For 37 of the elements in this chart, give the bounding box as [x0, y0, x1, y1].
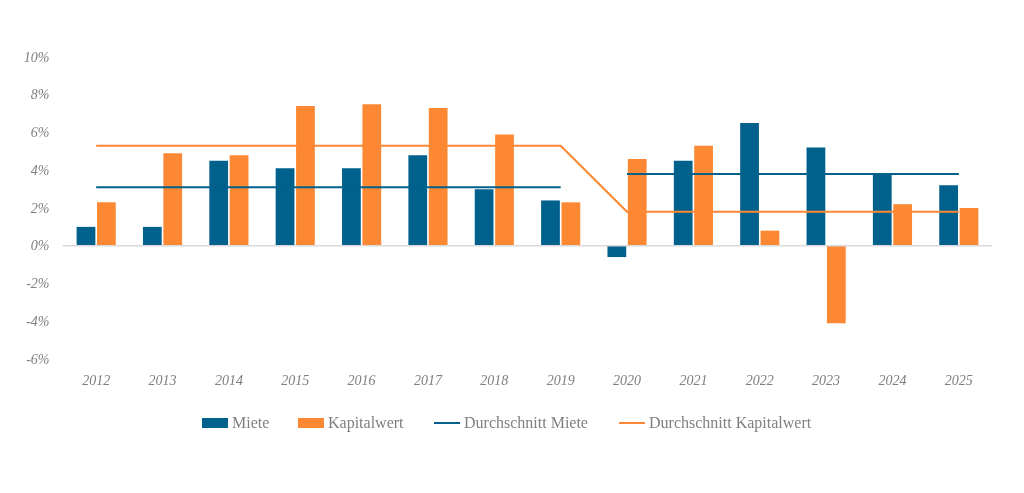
y-tick-label: 0%	[30, 238, 50, 254]
bar	[561, 202, 581, 246]
bar	[939, 185, 959, 246]
y-tick-label: 10%	[23, 49, 50, 65]
x-tick-label: 2014	[214, 372, 243, 388]
y-tick-label: -4%	[26, 313, 50, 329]
legend-label: Durchschnitt Kapitalwert	[649, 414, 812, 432]
x-tick-label: 2024	[878, 372, 907, 388]
x-tick-label: 2025	[944, 372, 973, 388]
y-tick-label: 4%	[30, 162, 50, 178]
bar	[607, 245, 627, 258]
x-tick-label: 2015	[281, 372, 310, 388]
y-tick-label: 6%	[30, 125, 50, 140]
x-tick-label: 2018	[480, 372, 509, 388]
x-tick-label: 2022	[745, 372, 774, 388]
x-tick-label: 2013	[148, 372, 177, 388]
bar	[142, 226, 162, 246]
x-tick-label: 2020	[613, 372, 642, 388]
y-tick-label: -2%	[26, 276, 50, 291]
y-tick-label: 8%	[30, 87, 50, 103]
x-tick-label: 2012	[82, 372, 111, 388]
bar	[826, 245, 846, 324]
x-tick-label: 2019	[546, 372, 575, 388]
bar	[229, 155, 249, 246]
y-tick-label: -6%	[26, 351, 50, 367]
bar	[163, 153, 183, 246]
bar	[541, 200, 560, 246]
bar	[76, 226, 96, 246]
legend-label: Kapitalwert	[328, 414, 405, 432]
y-tick-label: 2%	[30, 200, 50, 216]
x-tick-label: 2016	[347, 372, 376, 388]
x-tick-label: 2023	[812, 372, 841, 388]
legend-label: Miete	[232, 414, 270, 431]
x-tick-label: 2017	[413, 372, 443, 388]
x-tick-label: 2021	[679, 372, 708, 388]
bar	[96, 202, 116, 246]
legend-label: Durchschnitt Miete	[464, 414, 588, 431]
